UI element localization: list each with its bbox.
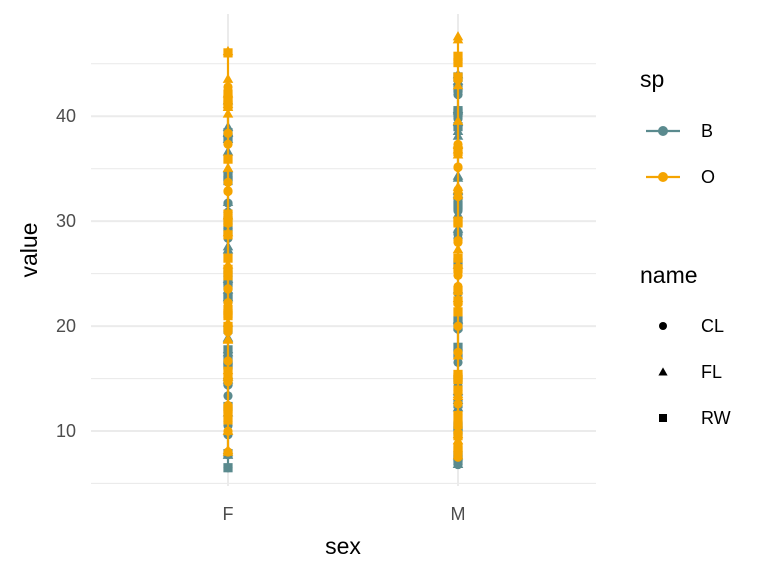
point-O-F <box>223 253 233 263</box>
point-O-M <box>453 235 463 246</box>
y-axis-title: value <box>16 223 42 278</box>
point-O-F <box>222 317 234 327</box>
point-O-F <box>223 304 233 315</box>
legend-label-RW: RW <box>701 408 731 428</box>
point-O-F <box>223 186 233 197</box>
legend-label-FL: FL <box>701 362 722 382</box>
y-axis-ticks: 10 20 30 40 <box>56 106 76 441</box>
point-O-M <box>453 270 463 281</box>
y-tick-label: 30 <box>56 211 76 231</box>
point-O-M <box>452 259 464 269</box>
point-O-M <box>453 443 463 453</box>
point-O-M <box>453 399 463 409</box>
point-O-M <box>452 244 464 254</box>
point-O-M <box>453 411 463 421</box>
y-tick-label: 20 <box>56 316 76 336</box>
point-O-F <box>222 446 234 456</box>
legend-key-square <box>659 414 667 422</box>
legend-title-name: name <box>640 262 698 288</box>
point-O-M <box>453 216 463 226</box>
point-O-M <box>453 385 463 395</box>
point-O-M <box>452 34 464 44</box>
point-O-F <box>223 128 233 138</box>
point-O-M <box>452 350 464 360</box>
point-O-M <box>453 253 463 263</box>
point-O-M <box>453 185 463 195</box>
point-O-F <box>222 162 234 172</box>
point-O-F <box>223 311 233 321</box>
point-O-F <box>223 327 233 337</box>
point-O-F <box>223 426 233 436</box>
point-O-M <box>453 75 463 85</box>
point-O-M <box>453 420 463 430</box>
point-O-M <box>452 449 464 460</box>
y-tick-label: 40 <box>56 106 76 126</box>
point-O-M <box>453 57 463 68</box>
point-O-M <box>452 138 464 148</box>
point-O-F <box>223 48 233 58</box>
point-O-F <box>222 334 234 344</box>
point-O-M <box>453 298 463 309</box>
x-axis-title: sex <box>325 533 361 559</box>
point-O-F <box>223 100 233 110</box>
legend-key-point <box>658 126 668 136</box>
legend-label-B: B <box>701 121 713 141</box>
point-O-M <box>452 80 464 90</box>
legend-key-point <box>658 172 668 182</box>
point-O-M <box>453 374 463 385</box>
point-O-F <box>223 154 233 164</box>
legend-key-triangle <box>658 367 668 376</box>
legend-label-O: O <box>701 167 715 187</box>
point-O-M <box>453 321 463 331</box>
point-O-F <box>223 264 233 274</box>
point-O-M <box>453 281 463 292</box>
point-O-F <box>223 271 233 281</box>
y-tick-label: 10 <box>56 421 76 441</box>
point-O-M <box>452 435 464 445</box>
point-O-F <box>223 415 233 425</box>
legend-label-CL: CL <box>701 316 724 336</box>
point-O-M <box>452 144 464 154</box>
point-O-M <box>452 149 464 159</box>
legend-key-circle <box>659 322 667 330</box>
point-O-F <box>223 217 233 227</box>
point-O-F <box>222 226 234 237</box>
point-O-M <box>453 162 463 172</box>
point-O-M <box>453 191 463 202</box>
point-O-M <box>453 264 463 274</box>
point-O-F <box>223 94 233 105</box>
point-O-F <box>223 82 233 92</box>
point-O-F <box>223 406 233 416</box>
point-O-F <box>223 356 233 366</box>
point-O-F <box>222 210 234 220</box>
point-O-M <box>453 307 463 317</box>
point-O-M <box>452 115 464 125</box>
point-O-F <box>223 139 233 149</box>
point-O-F <box>223 297 233 308</box>
point-O-M <box>453 51 463 61</box>
point-O-F <box>222 73 234 83</box>
point-B-F <box>223 463 233 473</box>
point-O-F <box>222 108 234 118</box>
data-points <box>222 31 464 473</box>
legend-title-sp: sp <box>640 66 664 92</box>
point-O-F <box>223 371 233 381</box>
point-O-F <box>223 284 233 294</box>
point-O-F <box>223 177 233 188</box>
point-O-M <box>453 369 463 380</box>
point-O-M <box>453 427 463 438</box>
x-tick-label: F <box>223 504 234 524</box>
x-tick-label: M <box>451 504 466 524</box>
plot-panel <box>91 14 596 486</box>
